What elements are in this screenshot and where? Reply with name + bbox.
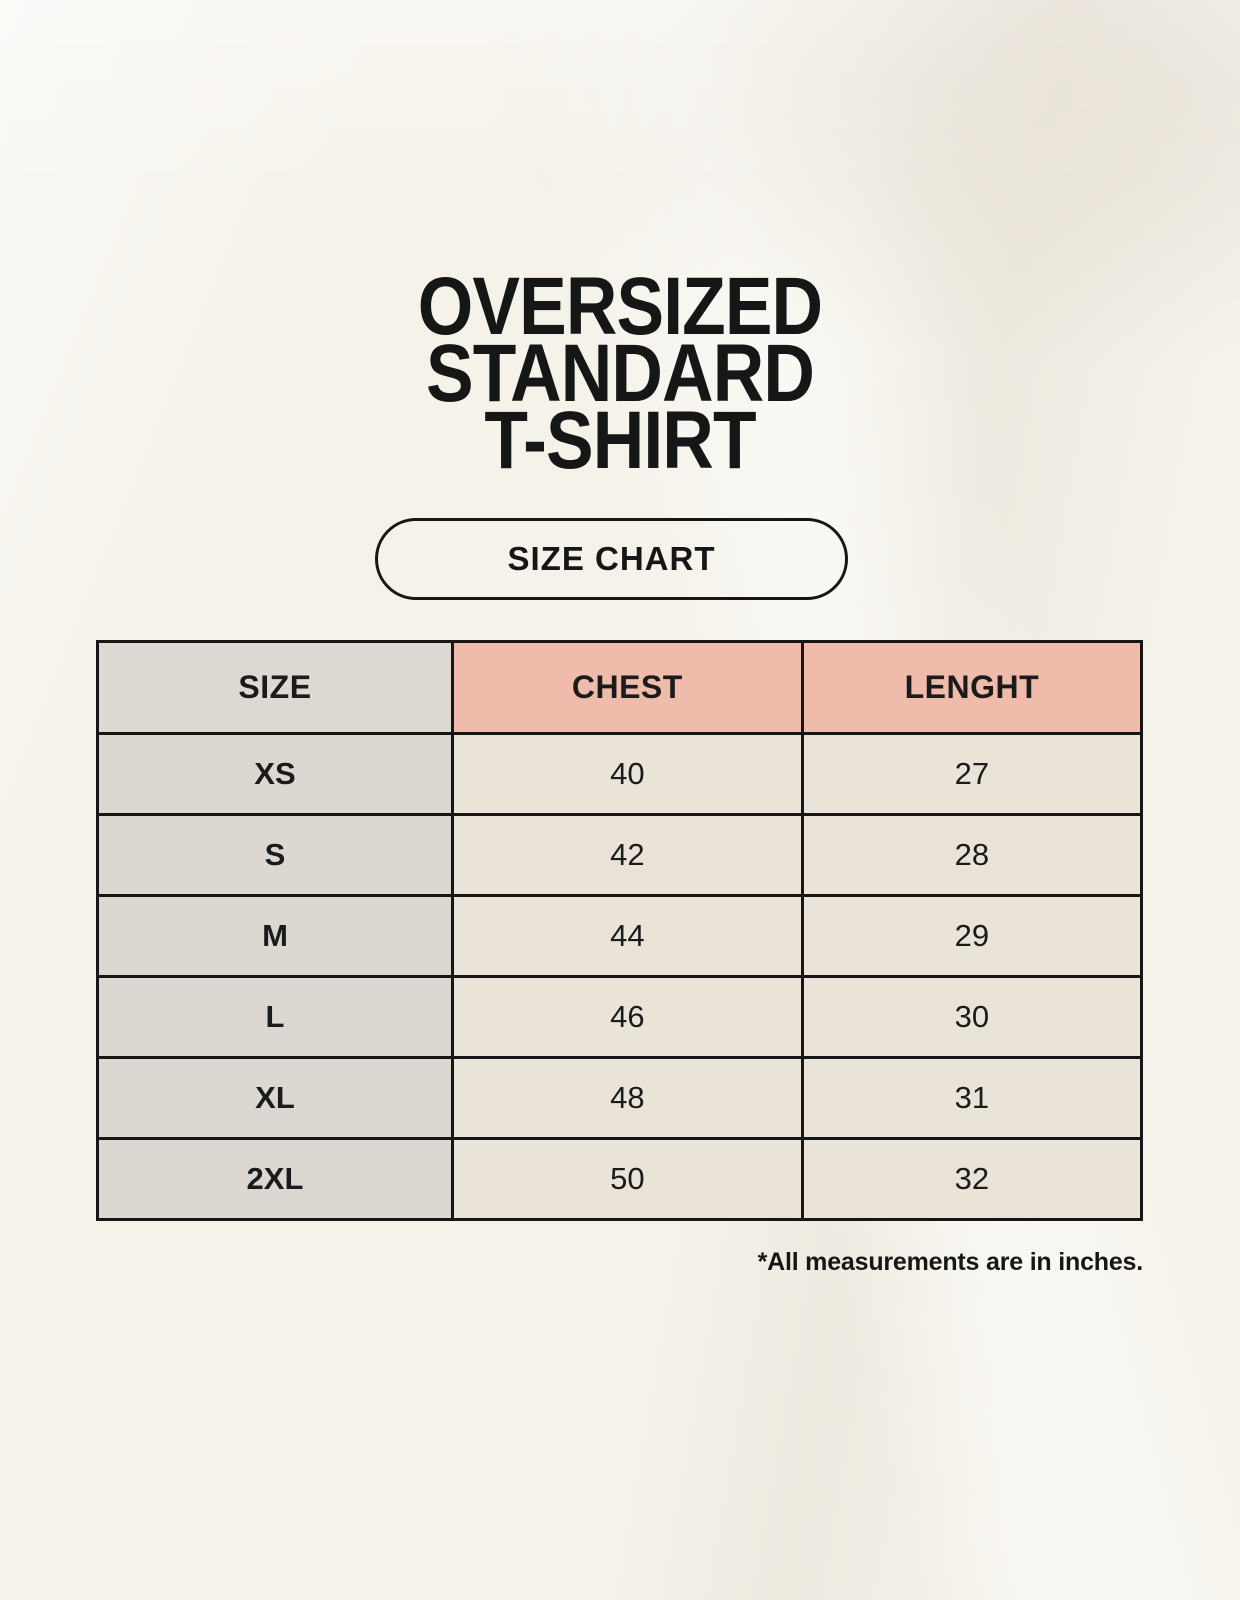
header-length: LENGHT bbox=[800, 640, 1144, 735]
chest-value: 50 bbox=[450, 1137, 804, 1221]
table-row: M 44 29 bbox=[96, 894, 1144, 978]
chest-value: 46 bbox=[450, 975, 804, 1059]
size-label: XL bbox=[96, 1056, 454, 1140]
size-chart-button[interactable]: SIZE CHART bbox=[375, 518, 848, 600]
table-row: S 42 28 bbox=[96, 813, 1144, 897]
product-title: OVERSIZED STANDARD T-SHIRT bbox=[81, 261, 1160, 486]
table-header-row: SIZE CHEST LENGHT bbox=[96, 640, 1144, 735]
length-value: 28 bbox=[800, 813, 1144, 897]
chest-value: 40 bbox=[450, 732, 804, 816]
size-chart-table: SIZE CHEST LENGHT XS 40 27 S 42 28 M 44 … bbox=[96, 640, 1144, 1221]
chest-value: 42 bbox=[450, 813, 804, 897]
size-label: 2XL bbox=[96, 1137, 454, 1221]
header-size: SIZE bbox=[96, 640, 454, 735]
table-row: XS 40 27 bbox=[96, 732, 1144, 816]
table-row: L 46 30 bbox=[96, 975, 1144, 1059]
measurements-note: *All measurements are in inches. bbox=[757, 1248, 1144, 1276]
table-row: 2XL 50 32 bbox=[96, 1137, 1144, 1221]
size-label: S bbox=[96, 813, 454, 897]
length-value: 31 bbox=[800, 1056, 1144, 1140]
header-chest: CHEST bbox=[450, 640, 804, 735]
table-row: XL 48 31 bbox=[96, 1056, 1144, 1140]
length-value: 32 bbox=[800, 1137, 1144, 1221]
size-label: XS bbox=[96, 732, 454, 816]
length-value: 30 bbox=[800, 975, 1144, 1059]
size-label: L bbox=[96, 975, 454, 1059]
product-title-line: T-SHIRT bbox=[484, 395, 756, 486]
size-chart-button-label: SIZE CHART bbox=[507, 540, 716, 577]
chest-value: 44 bbox=[450, 894, 804, 978]
chest-value: 48 bbox=[450, 1056, 804, 1140]
product-title-line: OVERSIZED bbox=[417, 261, 823, 352]
length-value: 29 bbox=[800, 894, 1144, 978]
size-label: M bbox=[96, 894, 454, 978]
product-title-line: STANDARD bbox=[425, 328, 815, 419]
length-value: 27 bbox=[800, 732, 1144, 816]
